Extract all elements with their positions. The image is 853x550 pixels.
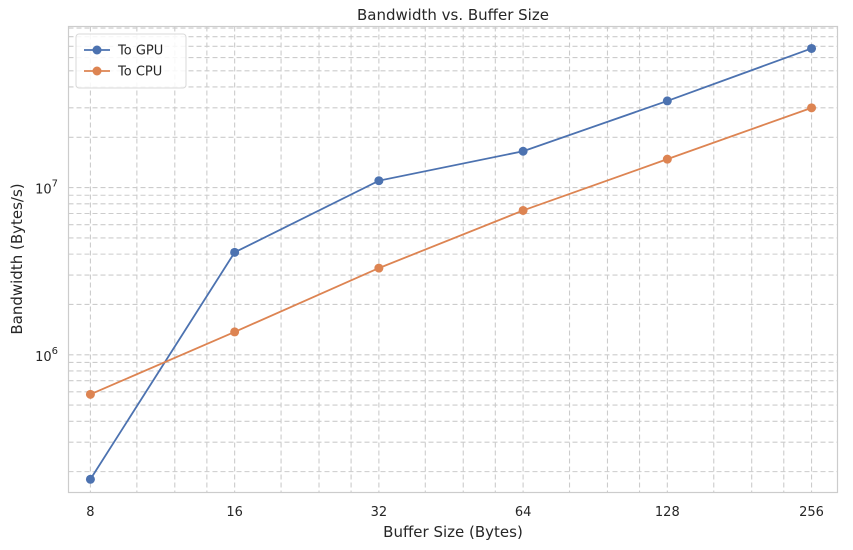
y-tick-label: 106 <box>35 346 58 365</box>
y-axis-label: Bandwidth (Bytes/s) <box>8 183 26 334</box>
legend-marker <box>92 45 102 55</box>
data-point <box>85 389 95 399</box>
legend-items: To GPU To CPU <box>84 44 163 80</box>
data-point <box>662 154 672 164</box>
legend-label: To CPU <box>117 65 162 80</box>
x-tick-label: 16 <box>226 505 243 520</box>
series-line <box>90 107 812 396</box>
legend: To GPU To CPU <box>75 33 187 89</box>
series-line <box>89 47 812 480</box>
data-point <box>518 146 528 156</box>
data-point <box>807 103 817 113</box>
data-point <box>85 474 95 484</box>
data-point <box>518 205 528 215</box>
series-2 <box>85 103 817 399</box>
data-point <box>230 327 240 337</box>
chart-title: Bandwidth vs. Buffer Size <box>357 6 549 24</box>
y-tick-labels: 106 107 <box>35 179 58 365</box>
x-tick-label: 64 <box>515 505 532 520</box>
x-tick-label: 8 <box>86 505 94 520</box>
x-tick-label: 128 <box>655 505 680 520</box>
data-point <box>662 96 672 106</box>
data-point <box>230 247 240 257</box>
legend-label: To GPU <box>117 44 163 59</box>
grid-layer <box>68 26 838 493</box>
y-tick-label: 107 <box>35 179 58 198</box>
series-1 <box>85 43 817 484</box>
legend-marker <box>92 66 102 76</box>
legend-box <box>75 33 187 89</box>
data-point <box>807 43 817 53</box>
x-tick-label: 256 <box>799 505 824 520</box>
x-axis-label: Buffer Size (Bytes) <box>383 523 523 541</box>
x-tick-labels: 8 16 32 64 128 256 <box>86 505 824 520</box>
x-tick-label: 32 <box>371 505 388 520</box>
series-layer <box>85 43 817 484</box>
data-point <box>374 263 384 273</box>
plot-frame <box>67 25 839 494</box>
data-point <box>374 176 384 186</box>
